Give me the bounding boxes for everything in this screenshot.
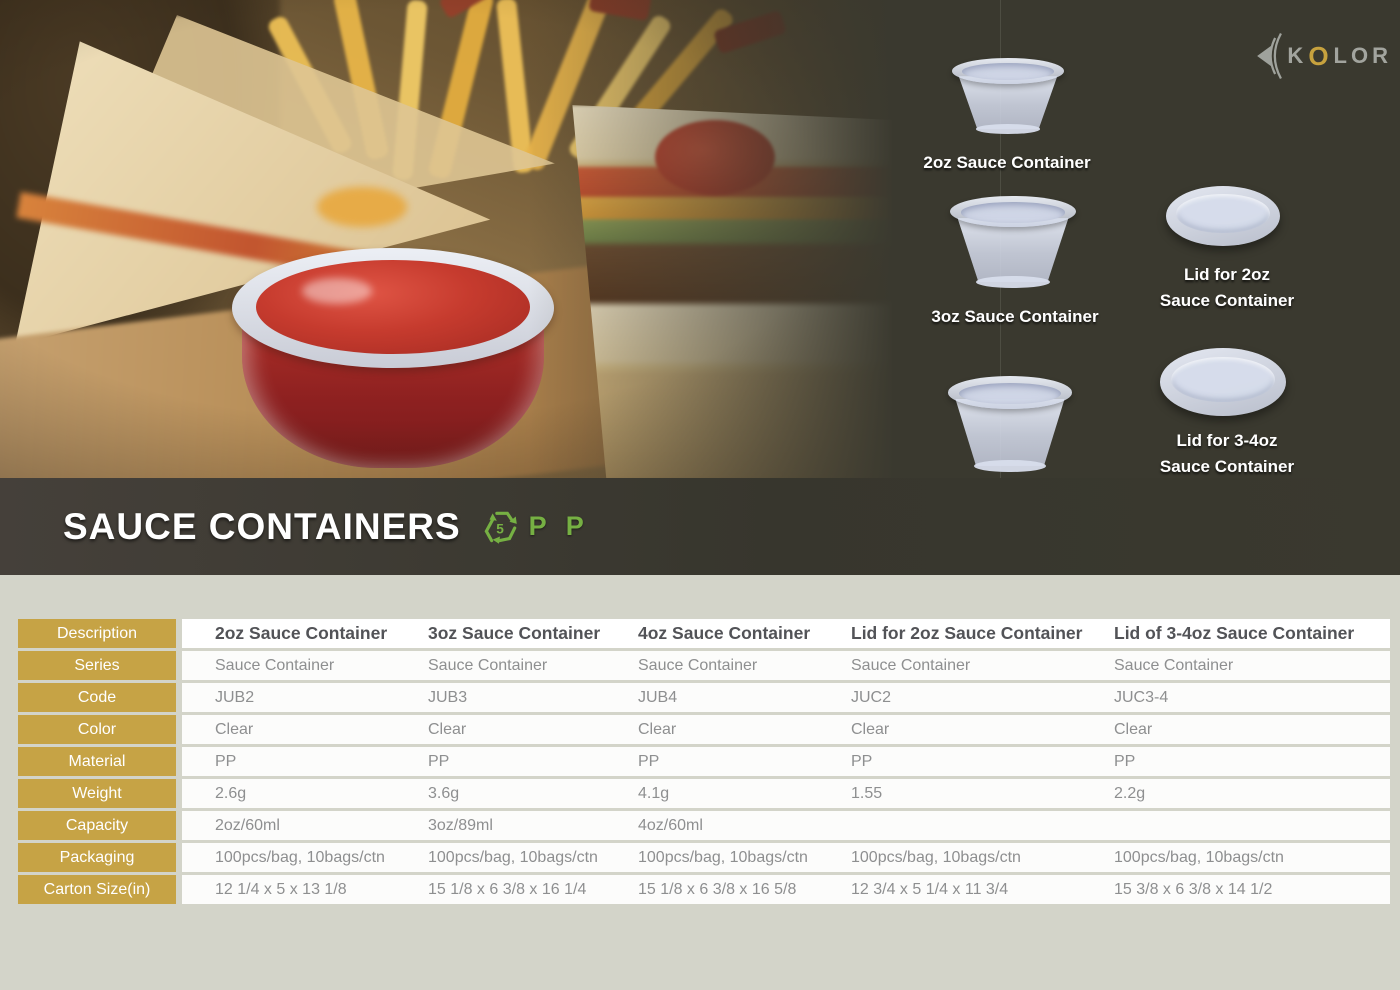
cell-material-lid2oz: PP xyxy=(851,752,873,770)
cell-carton-lid34oz: 15 3/8 x 6 3/8 x 14 1/2 xyxy=(1114,880,1273,898)
table-row-description: Description 2oz Sauce Container 3oz Sauc… xyxy=(18,619,1390,648)
lid-2oz-line1: Lid for 2oz xyxy=(1184,265,1270,284)
cell-series-2oz: Sauce Container xyxy=(215,656,335,674)
product-image-lid-3-4oz xyxy=(1160,348,1286,416)
table-row-material: Material PP PP PP PP PP xyxy=(18,747,1390,776)
recycle-number: 5 xyxy=(496,521,504,536)
product-label-3oz: 3oz Sauce Container xyxy=(931,307,1099,326)
cell-packaging-2oz: 100pcs/bag, 10bags/ctn xyxy=(215,848,385,866)
table-row-color: Color Clear Clear Clear Clear Clear xyxy=(18,715,1390,744)
product-label-lid-3-4oz: Lid for 3-4oz Sauce Container xyxy=(1117,428,1337,480)
row-label-packaging: Packaging xyxy=(18,843,176,872)
row-label-material: Material xyxy=(18,747,176,776)
cell-series-4oz: Sauce Container xyxy=(638,656,758,674)
table-row-carton-size: Carton Size(in) 12 1/4 x 5 x 13 1/8 15 1… xyxy=(18,875,1390,904)
cell-color-lid34oz: Clear xyxy=(1114,720,1153,738)
product-image-3oz-cup xyxy=(950,196,1076,288)
cell-carton-lid2oz: 12 3/4 x 5 1/4 x 11 3/4 xyxy=(851,880,1009,898)
pp-material-label: P P xyxy=(528,511,590,541)
cell-carton-2oz: 12 1/4 x 5 x 13 1/8 xyxy=(215,880,347,898)
table-row-code: Code JUB2 JUB3 JUB4 JUC2 JUC3-4 xyxy=(18,683,1390,712)
product-label-2oz: 2oz Sauce Container xyxy=(923,153,1091,172)
cell-color-4oz: Clear xyxy=(638,720,677,738)
cell-code-2oz: JUB2 xyxy=(215,688,255,706)
logo-lor: LOR xyxy=(1333,43,1392,68)
row-label-weight: Weight xyxy=(18,779,176,808)
cell-description-2oz: 2oz Sauce Container xyxy=(215,623,388,643)
title-band: SAUCE CONTAINERS 5 P P xyxy=(0,478,1400,575)
cell-weight-lid2oz: 1.55 xyxy=(851,784,883,802)
cell-code-lid34oz: JUC3-4 xyxy=(1114,688,1169,706)
table-row-capacity: Capacity 2oz/60ml 3oz/89ml 4oz/60ml xyxy=(18,811,1390,840)
cell-color-2oz: Clear xyxy=(215,720,254,738)
cell-capacity-2oz: 2oz/60ml xyxy=(215,816,280,834)
lid-3-4oz-line1: Lid for 3-4oz xyxy=(1176,431,1278,450)
cell-capacity-3oz: 3oz/89ml xyxy=(428,816,493,834)
brand-logo: K O LOR xyxy=(1252,10,1392,102)
cell-carton-4oz: 15 1/8 x 6 3/8 x 16 5/8 xyxy=(638,880,797,898)
food-photo xyxy=(0,0,960,478)
table-row-series: Series Sauce Container Sauce Container S… xyxy=(18,651,1390,680)
table-row-packaging: Packaging 100pcs/bag, 10bags/ctn 100pcs/… xyxy=(18,843,1390,872)
hero-section: 2oz Sauce Container 3oz Sauce Container … xyxy=(0,0,1400,575)
cell-material-2oz: PP xyxy=(215,752,237,770)
cell-capacity-4oz: 4oz/60ml xyxy=(638,816,703,834)
cell-weight-2oz: 2.6g xyxy=(215,784,247,802)
cell-material-4oz: PP xyxy=(638,752,660,770)
cell-description-3oz: 3oz Sauce Container xyxy=(428,623,601,643)
logo-k: K xyxy=(1287,43,1308,68)
cell-description-lid34oz: Lid of 3-4oz Sauce Container xyxy=(1114,623,1355,643)
product-image-lid-2oz xyxy=(1166,186,1280,246)
page-title: SAUCE CONTAINERS xyxy=(63,505,461,547)
row-label-carton-size: Carton Size(in) xyxy=(18,875,176,904)
spec-table: Description 2oz Sauce Container 3oz Sauc… xyxy=(18,619,1390,907)
row-label-capacity: Capacity xyxy=(18,811,176,840)
cell-series-lid34oz: Sauce Container xyxy=(1114,656,1234,674)
product-label-lid-2oz: Lid for 2oz Sauce Container xyxy=(1117,262,1337,314)
cell-series-lid2oz: Sauce Container xyxy=(851,656,971,674)
cell-packaging-3oz: 100pcs/bag, 10bags/ctn xyxy=(428,848,598,866)
cell-color-3oz: Clear xyxy=(428,720,467,738)
row-label-description: Description xyxy=(18,619,176,648)
cell-weight-4oz: 4.1g xyxy=(638,784,670,802)
cell-carton-3oz: 15 1/8 x 6 3/8 x 16 1/4 xyxy=(428,880,587,898)
logo-o: O xyxy=(1308,40,1333,71)
photo-fade xyxy=(528,0,960,478)
cell-description-lid2oz: Lid for 2oz Sauce Container xyxy=(851,623,1083,643)
cell-packaging-lid34oz: 100pcs/bag, 10bags/ctn xyxy=(1114,848,1284,866)
cell-series-3oz: Sauce Container xyxy=(428,656,548,674)
cell-weight-lid34oz: 2.2g xyxy=(1114,784,1146,802)
row-label-color: Color xyxy=(18,715,176,744)
cell-material-lid34oz: PP xyxy=(1114,752,1136,770)
cell-code-lid2oz: JUC2 xyxy=(851,688,892,706)
recycle-icon: 5 xyxy=(484,511,517,544)
lid-3-4oz-line2: Sauce Container xyxy=(1159,457,1295,476)
row-label-series: Series xyxy=(18,651,176,680)
cell-weight-3oz: 3.6g xyxy=(428,784,460,802)
cell-code-4oz: JUB4 xyxy=(638,688,678,706)
product-image-2oz-cup xyxy=(952,58,1064,134)
table-row-weight: Weight 2.6g 3.6g 4.1g 1.55 2.2g xyxy=(18,779,1390,808)
row-label-code: Code xyxy=(18,683,176,712)
cell-code-3oz: JUB3 xyxy=(428,688,468,706)
logo-text: K O LOR xyxy=(1287,41,1392,72)
product-image-4oz-cup xyxy=(948,376,1072,472)
recycle-pp-badge: 5 P P xyxy=(479,506,590,548)
cell-material-3oz: PP xyxy=(428,752,450,770)
cell-color-lid2oz: Clear xyxy=(851,720,890,738)
cell-packaging-lid2oz: 100pcs/bag, 10bags/ctn xyxy=(851,848,1021,866)
lid-2oz-line2: Sauce Container xyxy=(1159,291,1295,310)
logo-chevron-icon xyxy=(1257,32,1282,80)
cell-description-4oz: 4oz Sauce Container xyxy=(638,623,811,643)
cell-packaging-4oz: 100pcs/bag, 10bags/ctn xyxy=(638,848,808,866)
